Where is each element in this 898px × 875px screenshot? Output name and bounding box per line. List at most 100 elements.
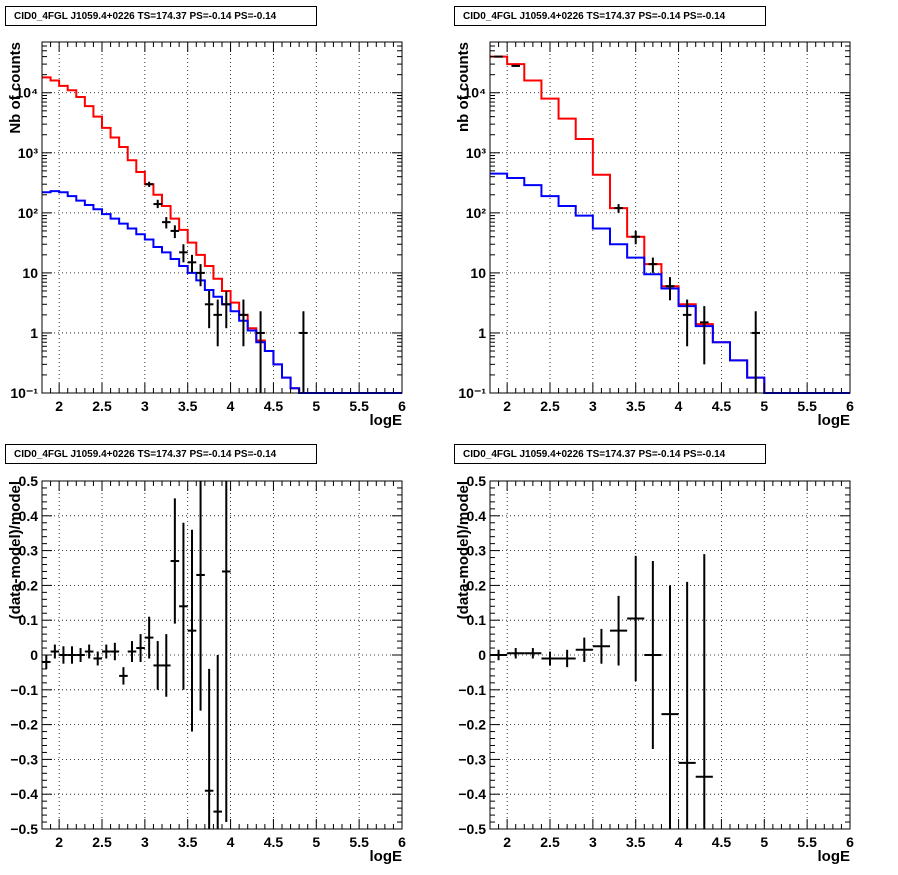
data-point [127, 641, 137, 662]
y-axis-label: Nb of counts [7, 42, 24, 134]
x-tick-label: 2.5 [92, 398, 112, 414]
data-point [700, 306, 709, 365]
y-tick-label: 10⁴ [464, 85, 487, 101]
y-tick-label: 0.3 [19, 543, 39, 559]
data-point [661, 585, 679, 829]
data-point [678, 581, 696, 829]
data-point [153, 199, 162, 209]
data-point [204, 668, 214, 829]
x-tick-label: 3 [589, 834, 597, 850]
data-point [507, 648, 525, 659]
data-point [179, 522, 188, 690]
data-point [119, 667, 128, 685]
x-tick-label: 5.5 [797, 398, 817, 414]
y-tick-label: 10 [470, 265, 486, 281]
y-tick-label: 10⁻¹ [10, 385, 38, 401]
data-point [592, 628, 610, 664]
x-tick-label: 5.5 [349, 834, 369, 850]
data-point [614, 204, 623, 213]
y-tick-label: 0.4 [19, 508, 39, 524]
plot-frame [41, 41, 403, 394]
y-tick-label: 10³ [18, 145, 39, 161]
data-point [102, 644, 111, 659]
x-tick-label: 3 [589, 398, 597, 414]
x-tick-label: 3.5 [626, 398, 646, 414]
x-tick-label: 6 [398, 834, 406, 850]
y-tick-label: −0.2 [458, 717, 486, 733]
plot-panel-1: 2 2.5 3 3.5 4 4.5 5 5.5 6 10⁻¹ 1 10 10² 10³ 10⁴ logE Nb … [7, 41, 406, 429]
data-point [153, 641, 162, 690]
data-point [162, 217, 171, 229]
y-tick-label: 0.1 [19, 612, 39, 628]
y-tick-label: 10⁴ [16, 85, 39, 101]
data-point [170, 225, 180, 239]
y-tick-label: −0.5 [10, 821, 38, 837]
data-point [644, 561, 662, 749]
data-point [213, 299, 222, 347]
data-point [144, 616, 154, 659]
data-point [179, 244, 188, 263]
x-tick-label: 4.5 [264, 398, 284, 414]
panel-title-bottom-left: CID0_4FGL J1059.4+0226 TS=174.37 PS=-0.1… [5, 444, 317, 464]
y-axis-label: (data-model)/model [7, 481, 24, 619]
x-tick-label: 5 [760, 398, 768, 414]
data-point [204, 290, 214, 329]
y-axis-label: (data-model)/model [455, 481, 472, 619]
x-axis-label: logE [370, 412, 403, 429]
data-point [682, 299, 692, 347]
x-tick-label: 2 [55, 834, 63, 850]
y-tick-label: −0.5 [458, 821, 486, 837]
y-tick-label: 0.5 [19, 473, 39, 489]
y-tick-label: −0.3 [10, 751, 38, 767]
y-tick-label: 0.4 [467, 508, 487, 524]
data-point [213, 655, 222, 829]
plot-frame [489, 41, 851, 394]
data-point [627, 555, 645, 682]
y-tick-label: −0.1 [458, 682, 486, 698]
y-tick-label: 1 [478, 325, 486, 341]
data-point [610, 595, 628, 666]
x-tick-label: 6 [846, 398, 854, 414]
y-tick-label: 0 [478, 647, 486, 663]
y-tick-label: 0.5 [467, 473, 487, 489]
data-point [695, 554, 713, 829]
y-tick-label: −0.1 [10, 682, 38, 698]
y-tick-label: −0.4 [458, 786, 486, 802]
y-tick-label: −0.3 [458, 751, 486, 767]
y-tick-label: 0.1 [467, 612, 487, 628]
data-point [144, 181, 154, 187]
plot-panel-4: 2 2.5 3 3.5 4 4.5 5 5.5 6 −0.5 −0.4 −0.3 −0.2 −0.1 0 0.… [455, 473, 854, 865]
y-tick-label: 10⁻¹ [458, 385, 486, 401]
y-tick-label: 0.2 [467, 577, 487, 593]
data-point [511, 64, 520, 67]
data-point [187, 529, 197, 732]
x-tick-label: 4.5 [264, 834, 284, 850]
x-tick-label: 6 [846, 834, 854, 850]
x-tick-label: 2 [503, 834, 511, 850]
data-point [162, 634, 171, 697]
data-point [196, 264, 205, 287]
y-tick-label: 10² [18, 205, 39, 221]
x-tick-label: 4 [227, 398, 235, 414]
data-point [222, 481, 231, 823]
data-point [751, 311, 760, 393]
data-point [170, 498, 180, 624]
data-point [59, 646, 68, 664]
y-tick-label: 10 [22, 265, 38, 281]
data-point [136, 634, 145, 662]
x-tick-label: 4 [675, 834, 683, 850]
data-point [648, 257, 658, 273]
x-tick-label: 3.5 [626, 834, 646, 850]
histogram-series-2 [42, 190, 402, 394]
x-tick-label: 3 [141, 398, 149, 414]
data-point [76, 648, 85, 662]
data-point [541, 651, 559, 666]
data-point [239, 299, 248, 347]
x-axis-label: logE [818, 848, 851, 865]
y-tick-label: 0 [30, 647, 38, 663]
panel-title-bottom-right: CID0_4FGL J1059.4+0226 TS=174.37 PS=-0.1… [454, 444, 766, 464]
data-point [222, 290, 231, 329]
y-tick-label: −0.4 [10, 786, 38, 802]
data-point [631, 230, 640, 245]
data-point [256, 311, 265, 393]
